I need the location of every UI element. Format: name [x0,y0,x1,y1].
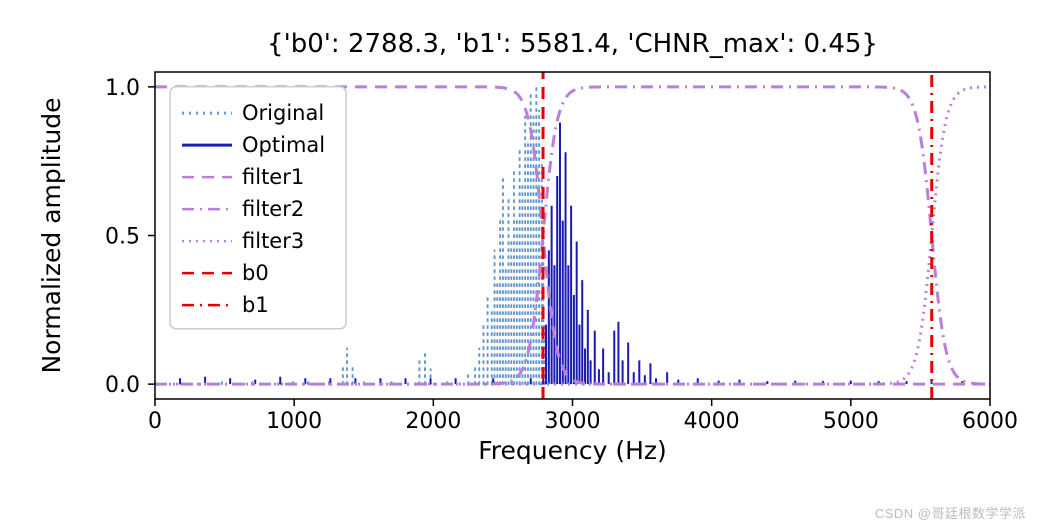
legend-label: filter3 [242,229,304,253]
legend-label: filter1 [242,165,304,189]
xtick-label: 1000 [266,409,322,434]
legend-label: Optimal [242,133,325,157]
xtick-label: 0 [148,409,162,434]
legend: Original Optimal filter1 filter2 filter3 b0 b1 [170,87,346,329]
legend-label: b0 [242,261,269,285]
xtick-label: 3000 [545,409,601,434]
ytick-label: 0.0 [105,373,140,398]
legend-label: Original [242,101,324,125]
ytick-label: 1.0 [105,76,140,101]
chart-svg: 0 1000 2000 3000 4000 5000 6000 0.0 0.5 1.0 Freque… [0,0,1038,528]
ytick-label: 0.5 [105,225,140,250]
xtick-label: 5000 [823,409,879,434]
xtick-label: 4000 [684,409,740,434]
watermark-text: CSDN @哥廷根数学学派 [875,503,1026,522]
xtick-label: 6000 [962,409,1018,434]
legend-label: b1 [242,293,269,317]
xtick-label: 2000 [405,409,461,434]
chart-title: {'b0': 2788.3, 'b1': 5581.4, 'CHNR_max':… [267,29,878,59]
x-axis-label: Frequency (Hz) [478,436,667,465]
legend-label: filter2 [242,197,304,221]
y-axis-label: Normalized amplitude [37,97,66,373]
